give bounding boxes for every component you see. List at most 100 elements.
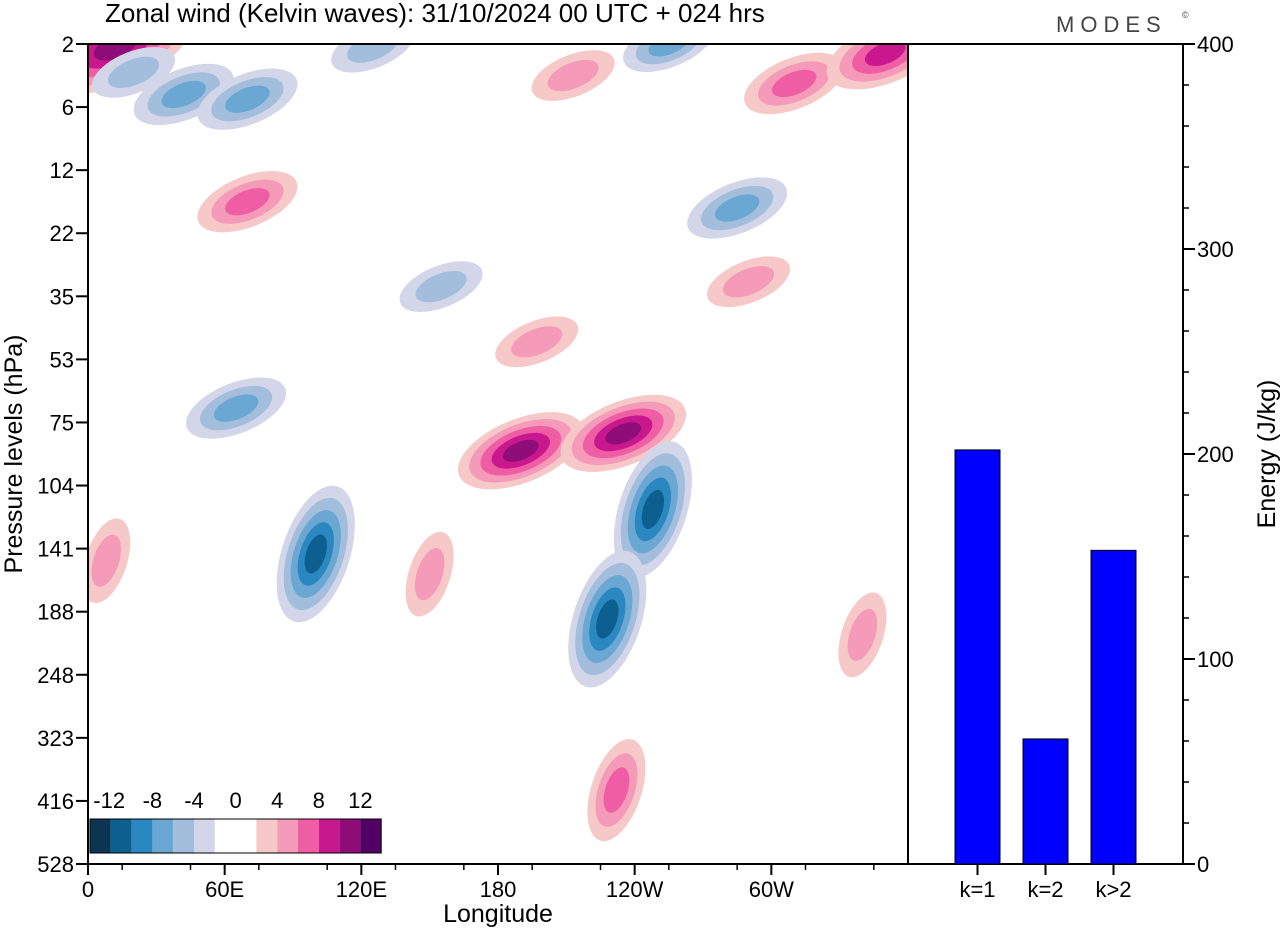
colorbar-label: 12	[348, 788, 372, 813]
colorbar-swatch	[152, 819, 174, 853]
wind-anomaly-westerly-9	[197, 171, 298, 233]
wind-anomaly-westerly-23	[405, 531, 454, 617]
brand-copyright-mark: ©	[1182, 10, 1189, 20]
wind-anomaly-westerly-15	[457, 412, 584, 490]
colorbar-swatch	[235, 819, 257, 853]
energy-axis: 0 100 200 300 400	[1183, 32, 1234, 877]
wind-anomaly-easterly-3	[197, 68, 298, 130]
y-tick-label: 323	[37, 726, 74, 751]
energy-bar-2	[1022, 738, 1069, 865]
contour-band-2	[847, 608, 878, 661]
x-tick-label: 60E	[205, 877, 244, 902]
colorbar-swatch	[110, 819, 132, 853]
colorbar-swatch	[298, 819, 319, 853]
energy-bars: k=1 k=2 k>2	[954, 449, 1137, 902]
y-tick-label: 416	[37, 789, 74, 814]
colorbar-label: -12	[93, 788, 125, 813]
colorbar-swatch	[131, 819, 153, 853]
bar-category-label: k>2	[1095, 877, 1131, 902]
colorbar-swatch	[214, 819, 236, 853]
colorbar-frame	[89, 818, 382, 854]
y-tick-label: 53	[50, 347, 74, 372]
y-tick-label: 35	[50, 284, 74, 309]
colorbar-label: 0	[229, 788, 241, 813]
chart-title: Zonal wind (Kelvin waves): 31/10/2024 00…	[105, 0, 765, 28]
energy-tick-label: 300	[1197, 237, 1234, 262]
y-tick-label: 75	[50, 410, 74, 435]
pressure-axis: 2 6 12 22 35 53 75 104 141 188 248 323 416 528	[37, 32, 88, 877]
wind-anomaly-westerly-11	[495, 316, 579, 368]
contour-band-5	[304, 534, 327, 574]
longitude-axis: 0 60E 120E 180 120W 60W	[82, 864, 875, 902]
brand-logo: MODES	[1056, 12, 1167, 37]
energy-bar-1	[954, 449, 1001, 865]
wind-anomaly-easterly-12	[687, 177, 788, 239]
y-tick-label: 141	[37, 537, 74, 562]
contour-band-3	[771, 69, 817, 98]
y-tick-label: 6	[62, 95, 74, 120]
wind-anomaly-westerly-5	[531, 50, 615, 101]
wind-anomaly-westerly-7	[744, 52, 845, 115]
colorbar-swatch	[173, 819, 194, 853]
wind-anomaly-easterly-10	[399, 261, 483, 312]
contour-band-5	[605, 422, 642, 445]
colorbar-swatch	[90, 819, 111, 853]
wind-anomaly-westerly-13	[707, 256, 791, 308]
energy-tick-label: 400	[1197, 32, 1234, 57]
bar-category-label: k=1	[959, 877, 995, 902]
contour-band-2	[107, 56, 160, 88]
wind-anomaly-easterly-19	[568, 550, 647, 688]
wind-anomaly-westerly-21	[838, 592, 887, 678]
colorbar: -12 -8 -4 0 4 8 12	[89, 788, 382, 854]
wind-anomaly-easterly-4	[331, 44, 415, 73]
wind-anomaly-westerly-8	[826, 44, 908, 90]
colorbar-swatch	[360, 819, 382, 853]
contour-band-2	[91, 534, 121, 587]
contour-band-3	[648, 44, 690, 57]
contour-band-3	[714, 194, 760, 222]
contour-band-5	[641, 489, 665, 529]
energy-tick-label: 0	[1197, 852, 1209, 877]
contour-band-2	[547, 59, 599, 92]
colorbar-swatch	[277, 819, 298, 853]
wind-anomaly-easterly-14	[186, 377, 287, 439]
colorbar-label: -8	[143, 788, 163, 813]
x-tick-label: 180	[480, 877, 517, 902]
contour-band-5	[596, 599, 619, 639]
x-tick-label: 120W	[606, 877, 664, 902]
energy-axis-label: Energy (J/kg)	[1253, 380, 1280, 529]
wind-field	[88, 44, 908, 842]
contour-band-3	[225, 188, 270, 216]
contour-band-2	[511, 326, 563, 358]
bar-category-label: k=2	[1027, 877, 1063, 902]
x-tick-label: 60W	[749, 877, 794, 902]
colorbar-label: -4	[184, 788, 204, 813]
x-axis-label: Longitude	[443, 900, 553, 928]
y-tick-label: 104	[37, 474, 74, 499]
contour-band-3	[603, 767, 630, 813]
colorbar-swatch	[339, 819, 361, 853]
wind-anomaly-westerly-20	[587, 739, 646, 842]
y-tick-label: 248	[37, 663, 74, 688]
y-tick-label: 188	[37, 600, 74, 625]
y-tick-label: 528	[37, 852, 74, 877]
colorbar-label: 4	[271, 788, 283, 813]
contour-band-3	[225, 85, 270, 113]
contour-band-2	[415, 270, 467, 303]
energy-bar-3	[1090, 549, 1137, 865]
x-tick-label: 0	[82, 877, 94, 902]
wind-anomaly-easterly-6	[623, 44, 715, 73]
contour-band-5	[502, 439, 539, 462]
contour-band-2	[414, 548, 445, 601]
wind-anomaly-easterly-17	[613, 441, 692, 578]
y-axis-label: Pressure levels (hPa)	[0, 335, 28, 574]
energy-tick-label: 200	[1197, 442, 1234, 467]
colorbar-swatch	[256, 819, 278, 853]
contour-band-3	[213, 394, 259, 422]
y-tick-label: 2	[62, 32, 74, 57]
wind-anomaly-westerly-22	[88, 518, 131, 604]
colorbar-swatch	[194, 819, 215, 853]
y-tick-label: 22	[50, 221, 74, 246]
y-tick-label: 12	[50, 158, 74, 183]
